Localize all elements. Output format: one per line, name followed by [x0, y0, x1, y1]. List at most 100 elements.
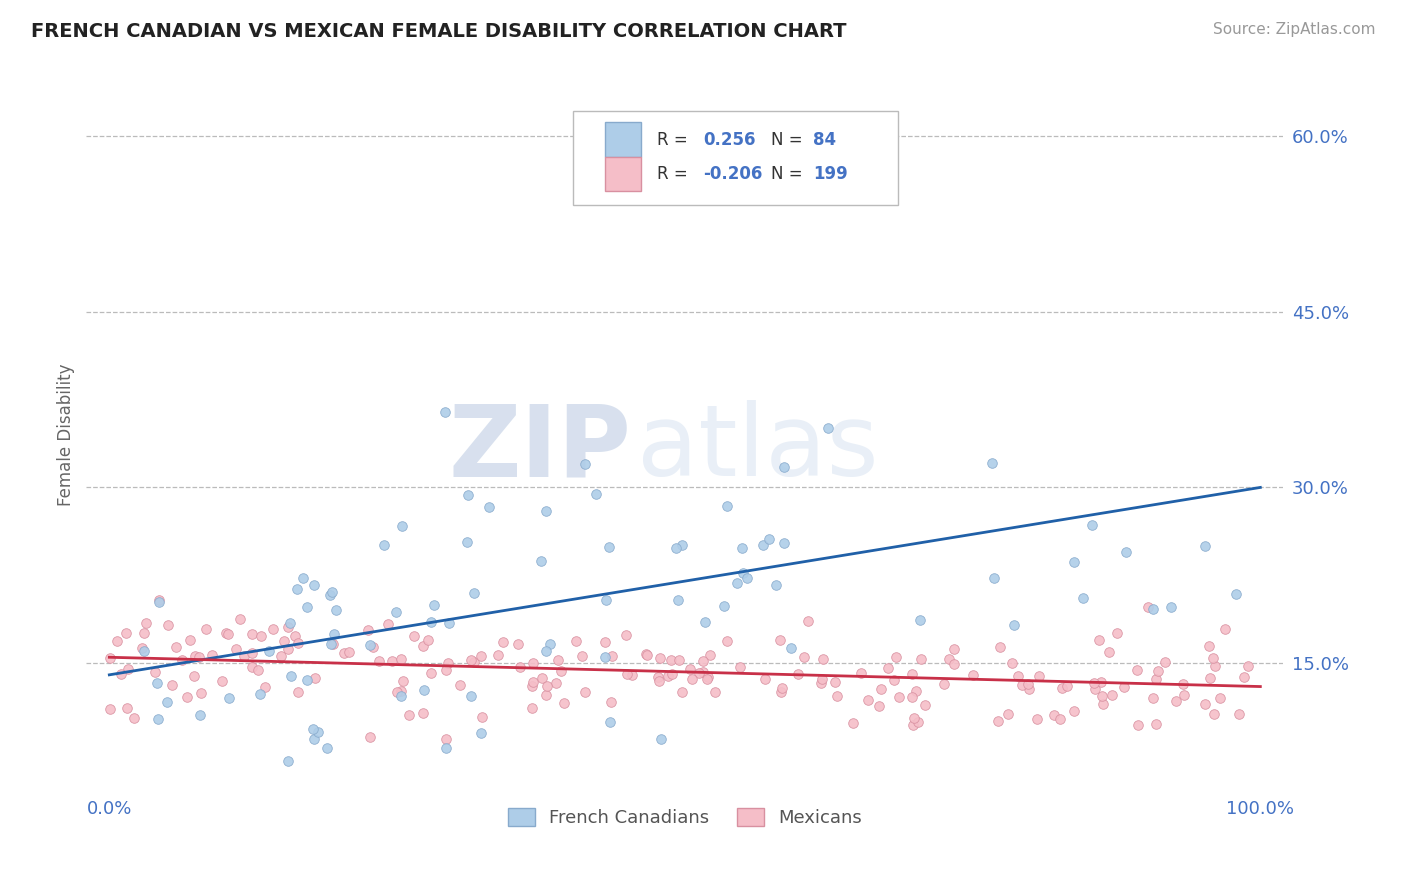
Point — [870, 682, 893, 697]
Point — [817, 421, 839, 435]
Point — [793, 650, 815, 665]
Point — [470, 726, 492, 740]
Point — [389, 652, 412, 666]
Point — [325, 603, 347, 617]
FancyBboxPatch shape — [605, 122, 641, 157]
Point — [423, 598, 446, 612]
Point — [1080, 517, 1102, 532]
Point — [565, 634, 588, 648]
Point — [257, 644, 280, 658]
Point — [595, 635, 617, 649]
Point — [322, 637, 344, 651]
Point — [449, 678, 471, 692]
Point — [215, 626, 238, 640]
Point — [797, 615, 820, 629]
Point — [1017, 676, 1039, 690]
FancyBboxPatch shape — [605, 157, 641, 191]
Point — [508, 637, 530, 651]
Point — [842, 715, 865, 730]
Point — [359, 730, 381, 744]
Point — [1142, 602, 1164, 616]
Point — [460, 689, 482, 703]
Point — [287, 636, 309, 650]
Point — [682, 673, 704, 687]
Point — [1091, 689, 1114, 703]
Point — [599, 695, 621, 709]
Point — [179, 633, 201, 648]
Point — [758, 532, 780, 546]
Point — [696, 669, 718, 683]
Point — [333, 647, 356, 661]
Point — [201, 648, 224, 662]
Point — [693, 615, 716, 630]
Point — [1043, 708, 1066, 723]
Point — [1213, 622, 1236, 636]
Point — [1237, 658, 1260, 673]
Point — [550, 664, 572, 678]
Point — [825, 689, 848, 703]
Point — [1105, 625, 1128, 640]
Point — [434, 405, 457, 419]
Point — [302, 731, 325, 746]
Point — [987, 714, 1010, 728]
Point — [942, 641, 965, 656]
Point — [770, 681, 793, 695]
Point — [233, 648, 256, 663]
Point — [668, 652, 690, 666]
Point — [904, 684, 927, 698]
Point — [731, 566, 754, 580]
Point — [883, 673, 905, 687]
Point — [262, 622, 284, 636]
Point — [418, 633, 440, 648]
Point — [98, 651, 121, 665]
Point — [183, 648, 205, 663]
Point — [1098, 645, 1121, 659]
Point — [1208, 690, 1230, 705]
Point — [381, 654, 404, 668]
Point — [249, 629, 271, 643]
Point — [824, 675, 846, 690]
Point — [470, 648, 492, 663]
Point — [903, 711, 925, 725]
Point — [176, 690, 198, 704]
Point — [1090, 675, 1112, 690]
Point — [1164, 694, 1187, 708]
Point — [728, 660, 751, 674]
Point — [811, 652, 834, 666]
Point — [1128, 718, 1150, 732]
Point — [621, 668, 644, 682]
Point — [636, 648, 658, 663]
Point — [1144, 716, 1167, 731]
Point — [240, 627, 263, 641]
Point — [530, 554, 553, 568]
Point — [1112, 680, 1135, 694]
Point — [1233, 670, 1256, 684]
Point — [1225, 587, 1247, 601]
Point — [361, 640, 384, 655]
Point — [692, 665, 714, 679]
Point — [146, 676, 169, 690]
Point — [773, 536, 796, 550]
Point — [1202, 651, 1225, 665]
Point — [398, 708, 420, 723]
Point — [420, 615, 443, 629]
Point — [981, 456, 1004, 470]
Point — [574, 685, 596, 699]
Point — [373, 538, 395, 552]
Point — [1018, 682, 1040, 697]
Point — [910, 651, 932, 665]
Point — [389, 690, 412, 704]
Point — [659, 653, 682, 667]
Point — [713, 599, 735, 613]
Point — [156, 826, 179, 840]
Point — [657, 669, 679, 683]
Point — [434, 731, 457, 746]
Point — [877, 660, 900, 674]
FancyBboxPatch shape — [574, 111, 898, 204]
Point — [156, 695, 179, 709]
Point — [471, 709, 494, 723]
Point — [1007, 668, 1029, 682]
Point — [901, 666, 924, 681]
Point — [319, 637, 342, 651]
Point — [295, 599, 318, 614]
